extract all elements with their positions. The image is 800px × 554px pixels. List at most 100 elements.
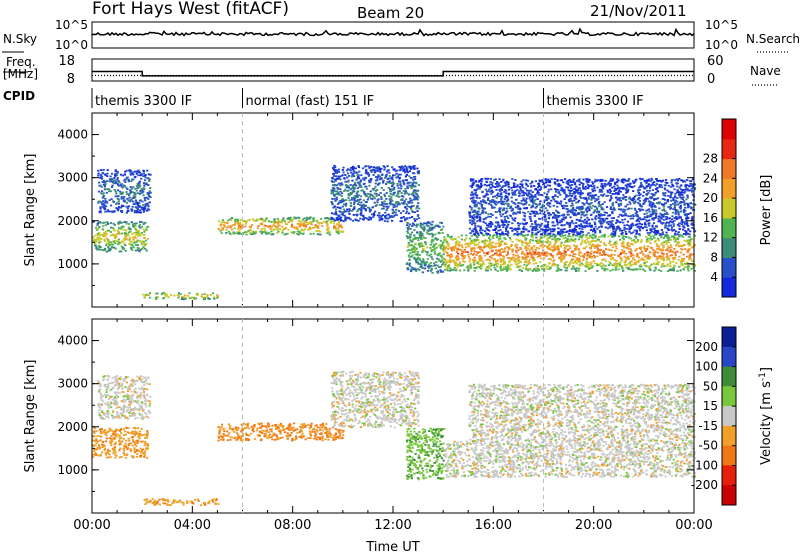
echo-cell xyxy=(630,207,633,210)
echo-cell xyxy=(112,201,116,203)
echo-cell xyxy=(96,236,99,239)
echo-cell xyxy=(334,190,337,193)
echo-cell xyxy=(668,221,671,224)
echo-cell xyxy=(131,178,134,181)
echo-cell xyxy=(599,241,602,243)
echo-cell xyxy=(413,189,416,192)
echo-cell xyxy=(689,257,692,260)
echo-cell xyxy=(503,181,506,184)
echo-cell xyxy=(489,246,493,249)
echo-cell xyxy=(556,240,559,243)
echo-cell xyxy=(147,198,150,200)
echo-cell xyxy=(349,184,352,186)
echo-cell xyxy=(584,270,587,272)
echo-cell xyxy=(453,238,456,240)
echo-cell xyxy=(467,256,471,258)
echo-cell xyxy=(511,192,514,194)
echo-cell xyxy=(602,219,605,222)
echo-cell xyxy=(496,259,499,262)
echo-cell xyxy=(486,253,489,256)
echo-cell xyxy=(424,243,427,246)
echo-cell xyxy=(671,235,675,238)
echo-cell xyxy=(134,227,137,229)
echo-cell xyxy=(621,210,625,213)
echo-cell xyxy=(581,226,584,228)
echo-cell xyxy=(573,231,576,233)
echo-cell xyxy=(680,179,683,182)
echo-cell xyxy=(422,236,425,239)
echo-cell xyxy=(442,248,445,251)
echo-cell xyxy=(594,250,597,253)
echo-cell xyxy=(447,245,450,248)
echo-cell xyxy=(562,252,565,255)
echo-cell xyxy=(570,268,573,270)
echo-cell xyxy=(541,268,544,270)
echo-cell xyxy=(578,253,581,256)
echo-cell xyxy=(302,224,305,227)
echo-cell xyxy=(520,199,523,202)
echo-cell xyxy=(120,221,123,224)
echo-cell xyxy=(290,231,293,234)
echo-cell xyxy=(490,257,494,260)
echo-cell xyxy=(585,199,589,202)
echo-cell xyxy=(485,269,488,272)
echo-cell xyxy=(372,174,375,176)
echo-cell xyxy=(297,230,300,233)
echo-cell xyxy=(423,229,426,232)
echo-cell xyxy=(606,183,609,186)
echo-cell xyxy=(129,171,132,173)
echo-cell xyxy=(541,253,544,256)
echo-cell xyxy=(414,191,417,194)
echo-cell xyxy=(439,239,442,242)
echo-cell xyxy=(530,206,533,209)
echo-cell xyxy=(689,230,692,233)
echo-cell xyxy=(382,205,385,208)
echo-cell xyxy=(405,263,408,266)
echo-cell xyxy=(419,266,422,268)
echo-cell xyxy=(527,242,530,245)
echo-cell xyxy=(606,268,609,271)
echo-cell xyxy=(120,210,123,212)
echo-cell xyxy=(339,211,342,213)
echo-cell xyxy=(359,217,362,220)
echo-cell xyxy=(419,225,422,228)
echo-cell xyxy=(574,238,577,240)
echo-cell xyxy=(486,199,490,202)
echo-cell xyxy=(236,219,239,222)
echo-cell xyxy=(472,242,476,245)
echo-cell xyxy=(526,247,529,250)
echo-cell xyxy=(350,192,353,194)
echo-cell xyxy=(388,171,391,174)
echo-cell xyxy=(530,233,533,236)
echo-cell xyxy=(553,245,556,247)
echo-cell xyxy=(139,211,142,214)
echo-cell xyxy=(669,260,672,263)
echo-cell xyxy=(645,216,649,219)
echo-cell xyxy=(495,189,498,191)
echo-cell xyxy=(661,256,664,258)
echo-cell xyxy=(341,212,344,215)
echo-cell xyxy=(364,177,368,179)
echo-cell xyxy=(637,239,640,241)
echo-cell xyxy=(131,233,134,236)
echo-cell xyxy=(356,177,359,180)
echo-cell xyxy=(564,234,567,237)
echo-cell xyxy=(481,203,484,206)
echo-cell xyxy=(346,168,349,171)
echo-cell xyxy=(568,230,571,232)
echo-cell xyxy=(107,210,110,213)
echo-cell xyxy=(564,241,567,244)
echo-cell xyxy=(575,198,578,200)
echo-cell xyxy=(230,219,233,222)
echo-cell xyxy=(590,266,593,269)
echo-cell xyxy=(415,196,418,198)
echo-cell xyxy=(221,219,224,222)
echo-cell xyxy=(459,262,462,265)
echo-cell xyxy=(578,220,582,222)
echo-cell xyxy=(233,224,236,226)
echo-cell xyxy=(606,191,609,194)
echo-cell xyxy=(391,208,394,211)
echo-cell xyxy=(626,224,629,226)
echo-cell xyxy=(293,226,296,229)
echo-cell xyxy=(334,227,337,229)
